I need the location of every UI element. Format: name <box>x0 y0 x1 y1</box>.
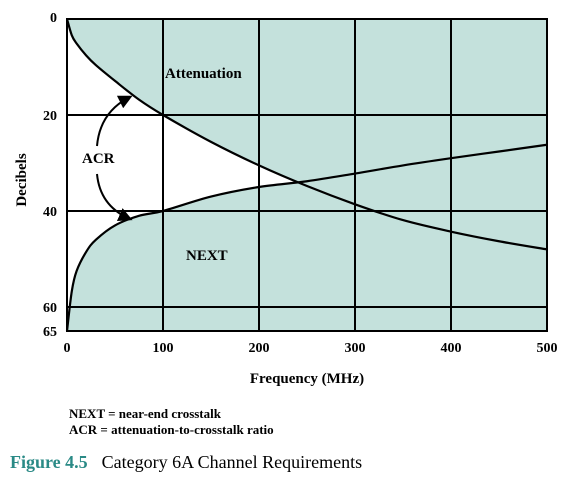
y-tick-label: 40 <box>43 205 57 220</box>
annotation-acr: ACR <box>82 151 115 167</box>
annotation-next: NEXT <box>186 248 228 264</box>
x-tick-label: 200 <box>249 341 270 356</box>
y-tick-label: 20 <box>43 109 57 124</box>
x-tick-labels: 0 100 200 300 400 500 <box>64 341 558 356</box>
series-next-line <box>65 143 548 332</box>
figure-number: Figure 4.5 <box>10 452 88 472</box>
x-tick-label: 0 <box>64 341 71 356</box>
region-labels: Attenuation ACR NEXT <box>82 66 242 264</box>
x-axis-title: Frequency (MHz) <box>250 371 364 387</box>
x-tick-label: 400 <box>441 341 462 356</box>
acr-arrow-up <box>96 95 133 147</box>
figure-title: Category 6A Channel Requirements <box>101 452 363 472</box>
acr-arrow-down <box>96 173 133 221</box>
y-tick-label: 65 <box>43 325 57 340</box>
y-tick-label: 60 <box>43 301 57 316</box>
figure-caption: Figure 4.5 Category 6A Channel Requiremen… <box>10 452 362 473</box>
x-tick-label: 500 <box>537 341 558 356</box>
curves <box>65 18 548 332</box>
grid-lines <box>67 19 547 331</box>
x-tick-label: 100 <box>153 341 174 356</box>
series-attenuation-line <box>65 18 548 251</box>
annotation-attenuation: Attenuation <box>165 66 242 82</box>
plot-frame <box>66 18 548 332</box>
shaded-regions <box>67 19 547 331</box>
y-axis-title: Decibels <box>14 153 30 206</box>
legend-next: NEXT = near-end crosstalk <box>69 406 221 421</box>
y-tick-label: 0 <box>50 11 57 26</box>
y-tick-labels: 0 20 40 60 65 <box>43 11 57 340</box>
legend-acr: ACR = attenuation-to-crosstalk ratio <box>69 422 274 437</box>
next-region <box>67 144 547 331</box>
acr-chart: 0 100 200 300 400 500 0 20 40 60 65 Attenuation AC… <box>14 11 558 387</box>
legend: NEXT = near-end crosstalk ACR = attenuat… <box>69 406 274 438</box>
acr-arrows <box>96 95 133 221</box>
x-tick-label: 300 <box>345 341 366 356</box>
